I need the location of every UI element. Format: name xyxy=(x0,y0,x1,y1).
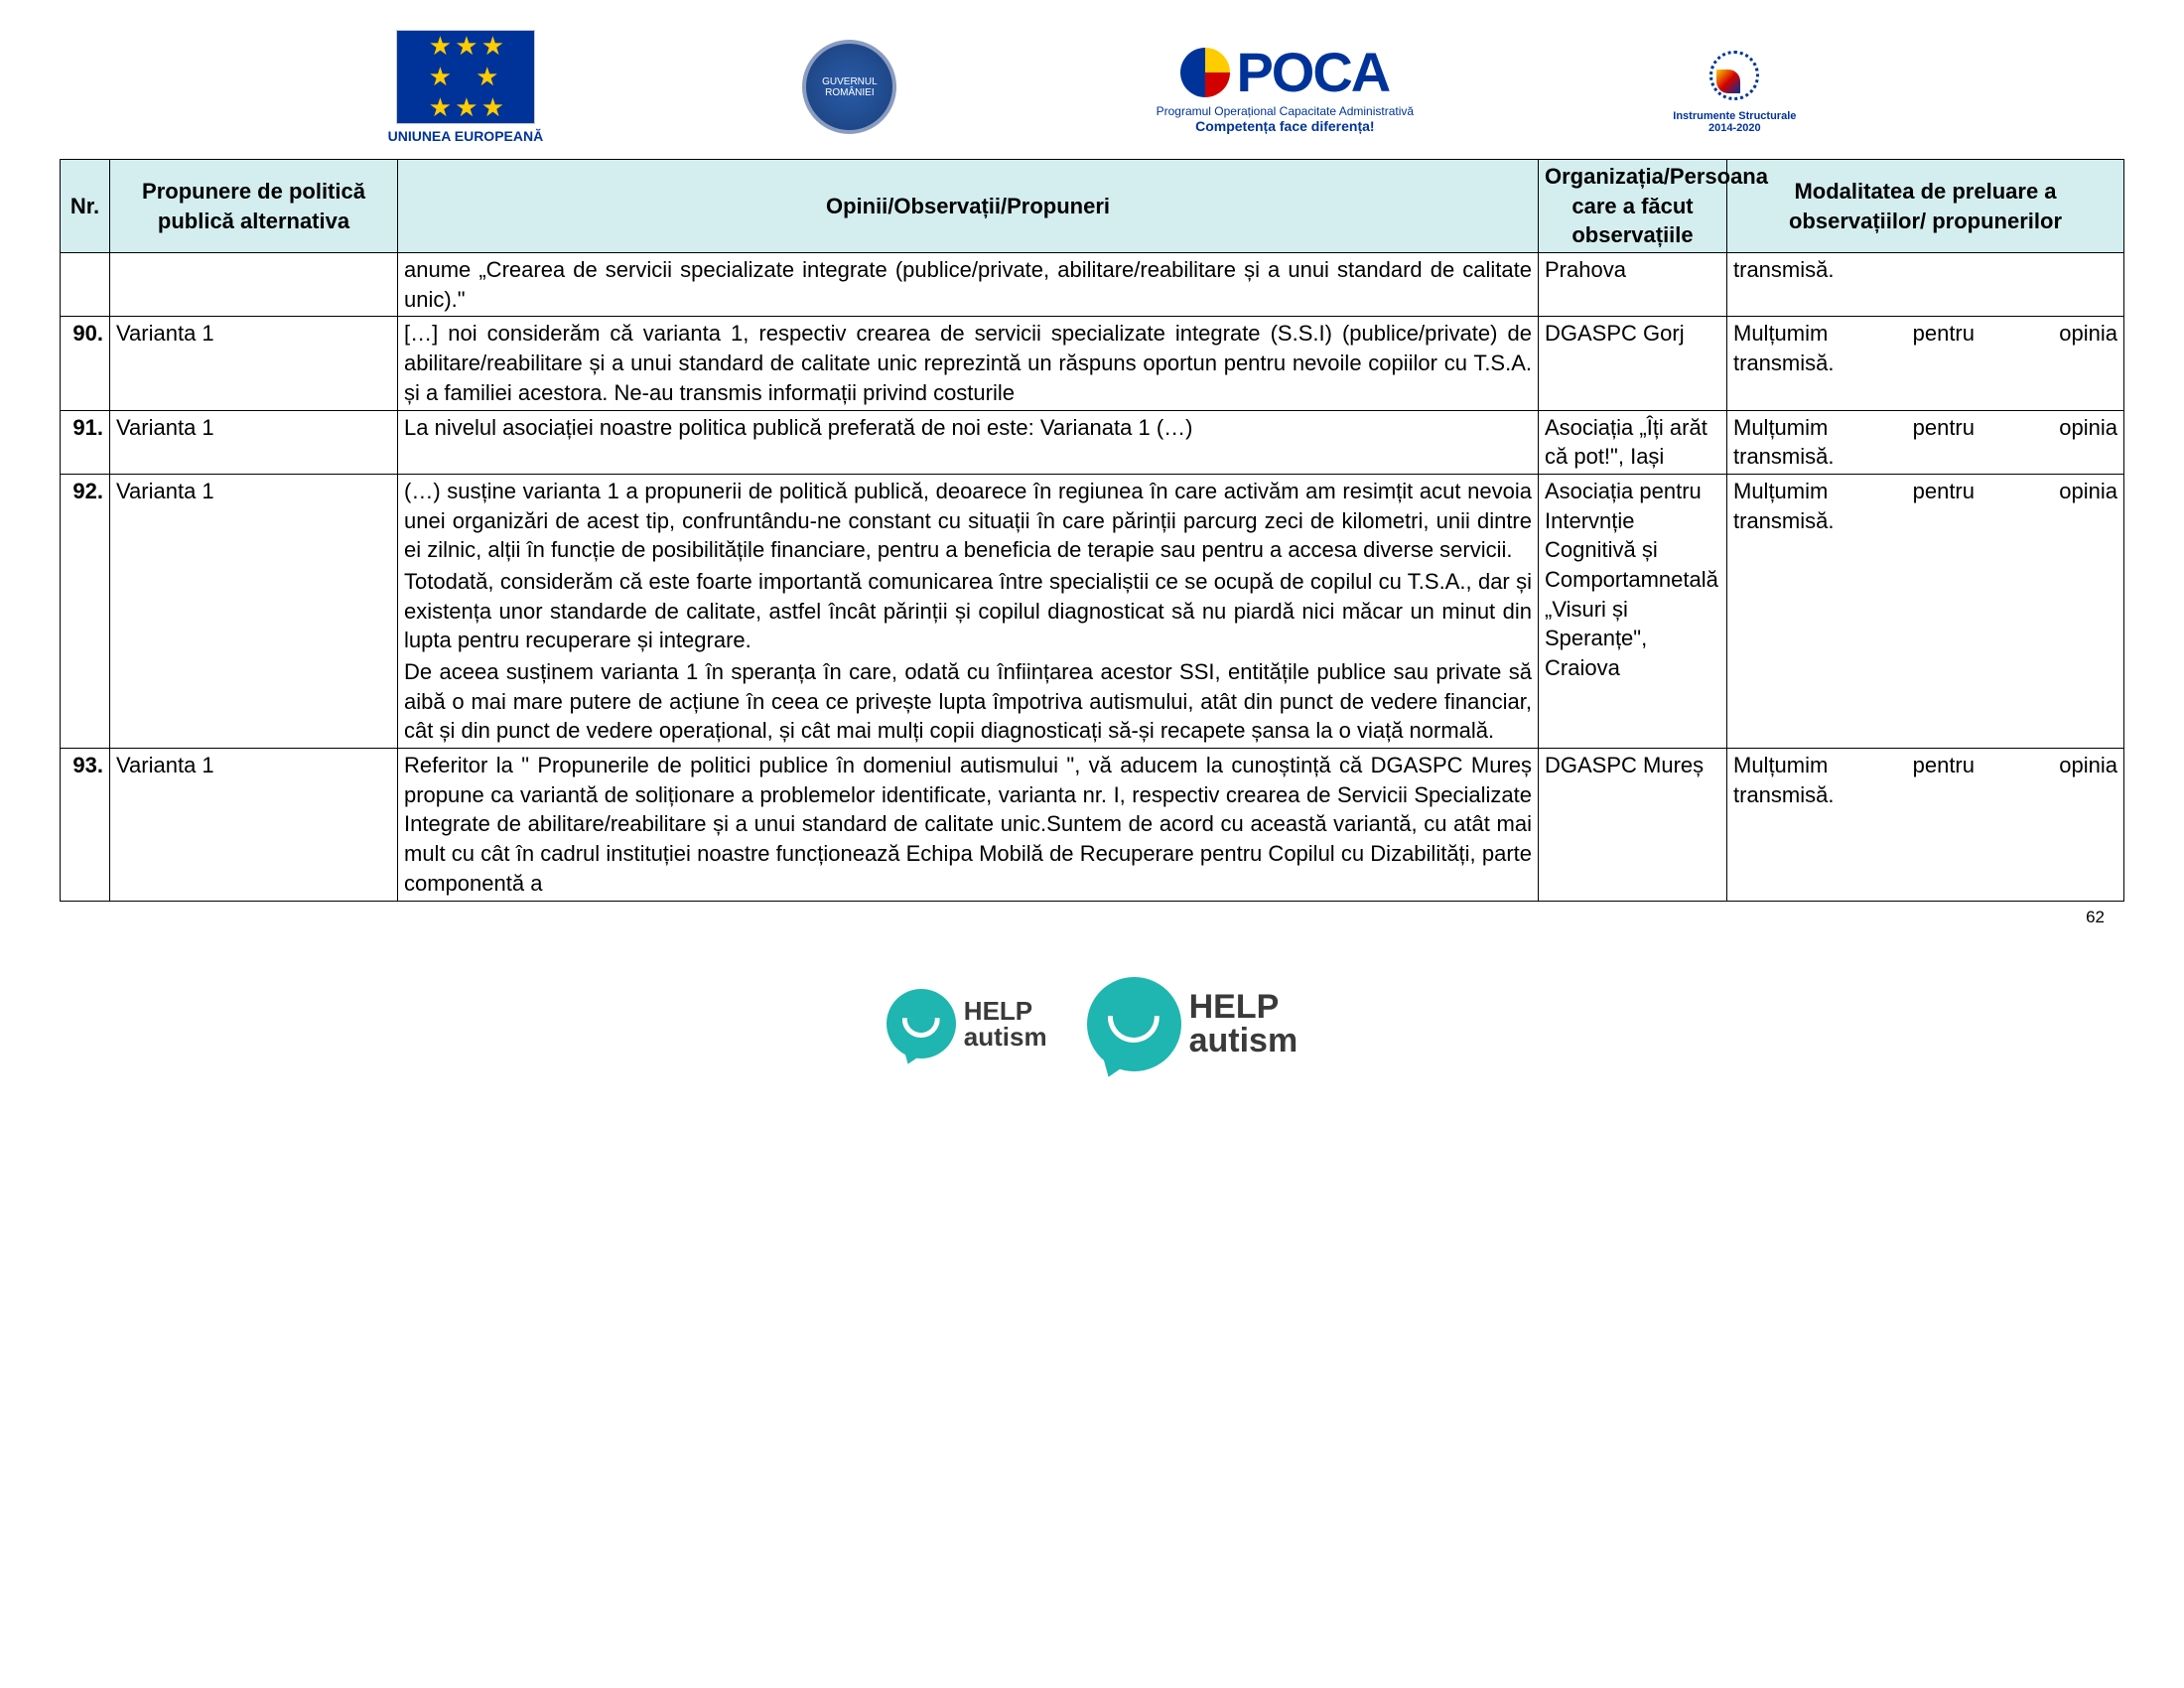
cell-opin: (…) susține varianta 1 a propunerii de p… xyxy=(398,474,1539,748)
header-logos: ★ ★ ★★ ★★ ★ ★ UNIUNEA EUROPEANĂ GUVERNUL… xyxy=(60,30,2124,144)
poca-subtitle-2: Competența face diferența! xyxy=(1195,118,1374,134)
mod-line2: transmisă. xyxy=(1733,349,2117,378)
mod-line1: Mulțumim pentru opinia xyxy=(1733,413,2117,443)
table-row: 91. Varianta 1 La nivelul asociației noa… xyxy=(61,410,2124,474)
gov-logo: GUVERNUL ROMÂNIEI xyxy=(802,40,896,134)
col-header-org: Organizația/Persoana care a făcut observ… xyxy=(1539,160,1727,253)
structural-logo: Instrumente Structurale 2014-2020 xyxy=(1673,41,1796,134)
cell-org: Asociația pentru Intervnție Cognitivă și… xyxy=(1539,474,1727,748)
eu-label: UNIUNEA EUROPEANĂ xyxy=(388,128,544,144)
poca-logo: POCA Programul Operațional Capacitate Ad… xyxy=(1157,40,1414,134)
cell-nr xyxy=(61,253,110,317)
help-text-1: HELP xyxy=(1189,990,1298,1024)
opin-para-2: Totodată, considerăm că este foarte impo… xyxy=(404,567,1532,655)
cell-opin: […] noi considerăm că varianta 1, respec… xyxy=(398,317,1539,410)
table-row: anume „Crearea de servicii specializate … xyxy=(61,253,2124,317)
cell-prop xyxy=(110,253,398,317)
cell-prop: Varianta 1 xyxy=(110,317,398,410)
mod-line1: Mulțumim pentru opinia xyxy=(1733,319,2117,349)
mod-line2: transmisă. xyxy=(1733,442,2117,472)
opin-para-1: (…) susține varianta 1 a propunerii de p… xyxy=(404,477,1532,565)
mod-line1: Mulțumim pentru opinia xyxy=(1733,751,2117,780)
help-autism-logo-large: HELP autism xyxy=(1087,977,1298,1071)
cell-mod: Mulțumim pentru opinia transmisă. xyxy=(1727,474,2124,748)
cell-prop: Varianta 1 xyxy=(110,410,398,474)
cell-prop: Varianta 1 xyxy=(110,749,398,901)
cell-org: Asociația „Îți arăt că pot!", Iași xyxy=(1539,410,1727,474)
eu-flag-icon: ★ ★ ★★ ★★ ★ ★ xyxy=(396,30,535,124)
cell-mod: transmisă. xyxy=(1727,253,2124,317)
table-row: 93. Varianta 1 Referitor la " Propuneril… xyxy=(61,749,2124,901)
col-header-nr: Nr. xyxy=(61,160,110,253)
col-header-opin: Opinii/Observații/Propuneri xyxy=(398,160,1539,253)
cell-mod: Mulțumim pentru opinia transmisă. xyxy=(1727,317,2124,410)
structural-icon xyxy=(1700,41,1769,110)
cell-opin: anume „Crearea de servicii specializate … xyxy=(398,253,1539,317)
help-bubble-icon xyxy=(887,989,956,1058)
cell-org: Prahova xyxy=(1539,253,1727,317)
cell-prop: Varianta 1 xyxy=(110,474,398,748)
structural-label-1: Instrumente Structurale xyxy=(1673,110,1796,122)
footer-logos: HELP autism HELP autism xyxy=(60,977,2124,1071)
gov-seal-icon: GUVERNUL ROMÂNIEI xyxy=(802,40,896,134)
table-row: 90. Varianta 1 […] noi considerăm că var… xyxy=(61,317,2124,410)
help-autism-logo-small: HELP autism xyxy=(887,989,1047,1058)
cell-nr: 91. xyxy=(61,410,110,474)
poca-icon xyxy=(1180,48,1230,97)
cell-nr: 92. xyxy=(61,474,110,748)
col-header-mod: Modalitatea de preluare a observațiilor/… xyxy=(1727,160,2124,253)
cell-nr: 93. xyxy=(61,749,110,901)
opin-para-3: De aceea susținem varianta 1 în speranța… xyxy=(404,657,1532,746)
cell-org: DGASPC Mureș xyxy=(1539,749,1727,901)
cell-org: DGASPC Gorj xyxy=(1539,317,1727,410)
eu-logo: ★ ★ ★★ ★★ ★ ★ UNIUNEA EUROPEANĂ xyxy=(388,30,544,144)
poca-text: POCA xyxy=(1236,40,1389,104)
mod-line2: transmisă. xyxy=(1733,506,2117,536)
observations-table: Nr. Propunere de politică publică altern… xyxy=(60,159,2124,902)
cell-opin: Referitor la " Propunerile de politici p… xyxy=(398,749,1539,901)
mod-line2: transmisă. xyxy=(1733,780,2117,810)
poca-subtitle-1: Programul Operațional Capacitate Adminis… xyxy=(1157,104,1414,118)
help-bubble-icon xyxy=(1087,977,1181,1071)
page-number: 62 xyxy=(60,908,2124,927)
help-text-1: HELP xyxy=(964,998,1047,1024)
cell-opin: La nivelul asociației noastre politica p… xyxy=(398,410,1539,474)
structural-label-2: 2014-2020 xyxy=(1708,122,1761,134)
table-row: 92. Varianta 1 (…) susține varianta 1 a … xyxy=(61,474,2124,748)
cell-nr: 90. xyxy=(61,317,110,410)
help-text-2: autism xyxy=(1189,1024,1298,1057)
col-header-prop: Propunere de politică publică alternativ… xyxy=(110,160,398,253)
mod-line1: Mulțumim pentru opinia xyxy=(1733,477,2117,506)
cell-mod: Mulțumim pentru opinia transmisă. xyxy=(1727,749,2124,901)
help-text-2: autism xyxy=(964,1024,1047,1050)
cell-mod: Mulțumim pentru opinia transmisă. xyxy=(1727,410,2124,474)
